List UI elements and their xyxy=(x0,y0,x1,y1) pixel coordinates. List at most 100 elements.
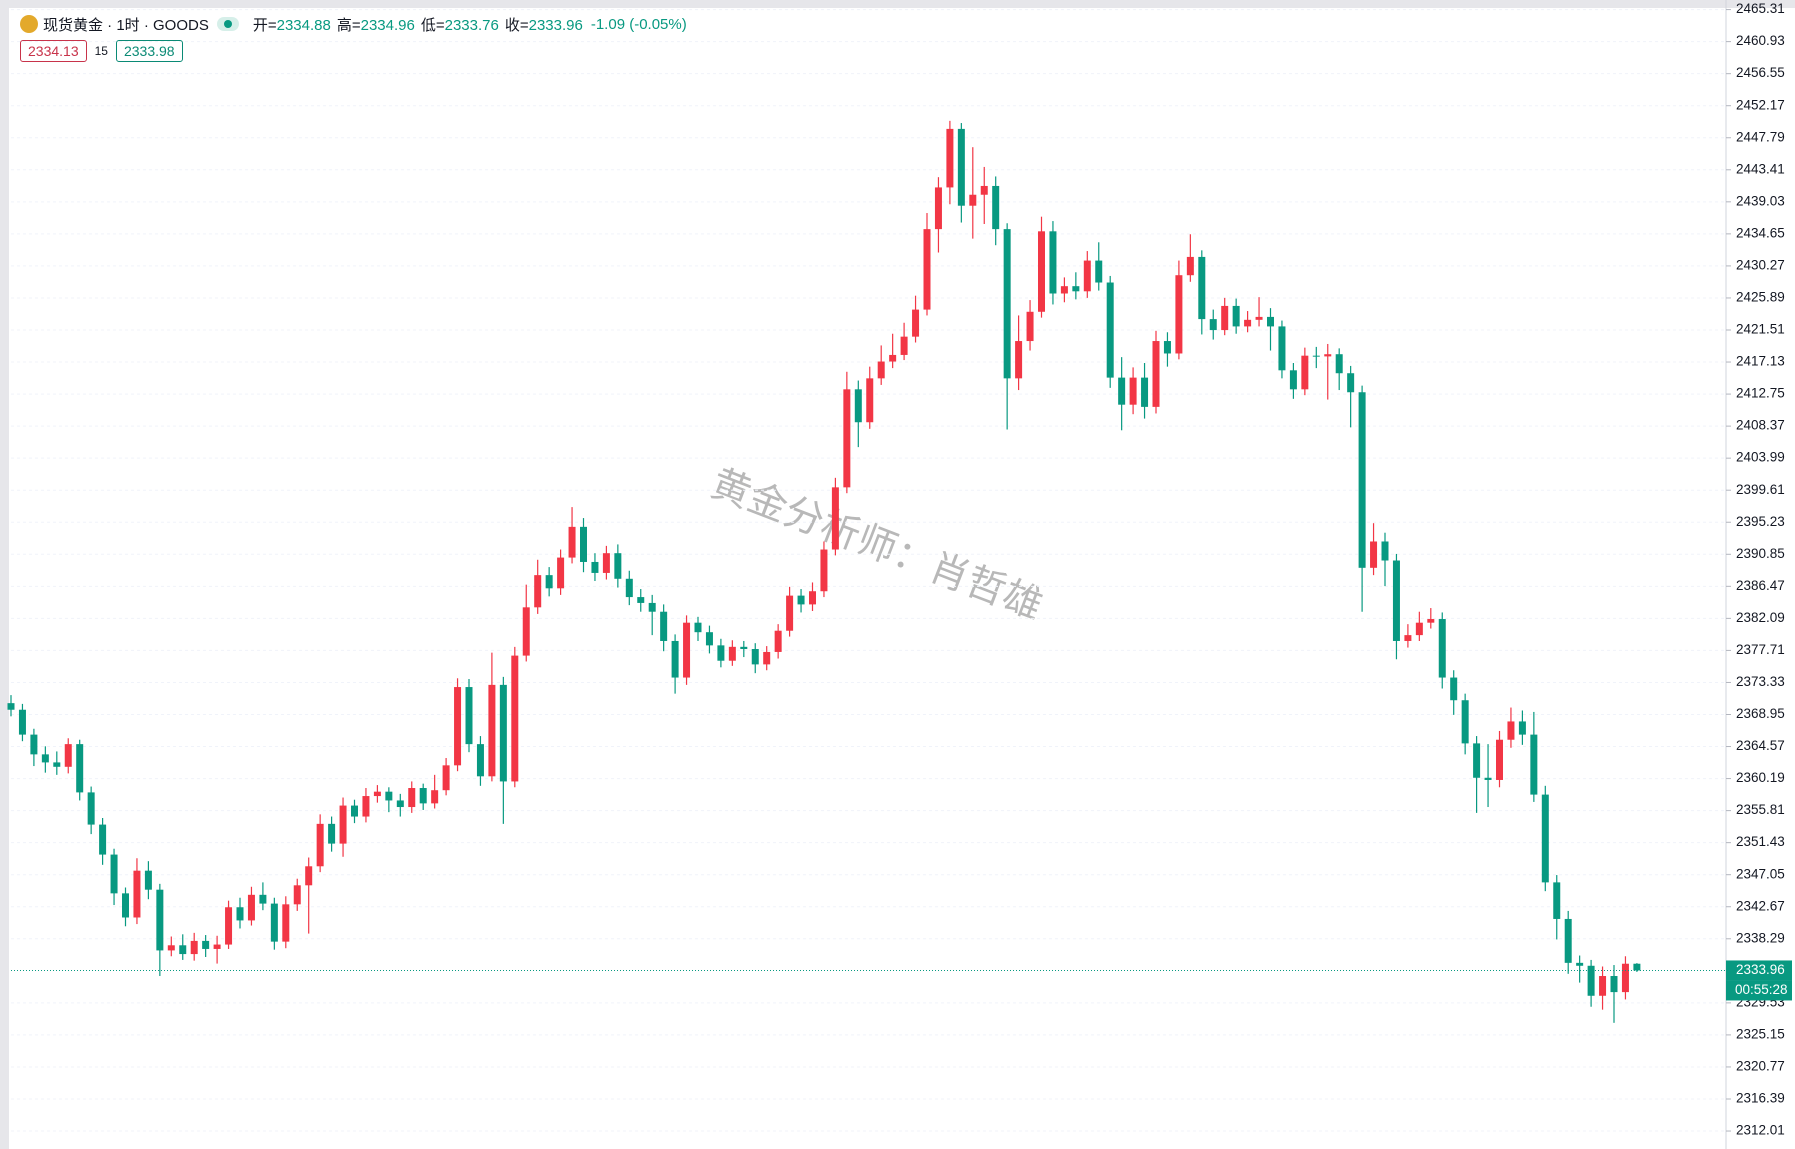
candle-body xyxy=(259,894,267,904)
candle-body xyxy=(1289,370,1297,390)
y-tick-label: 2364.57 xyxy=(1736,738,1785,753)
candle-body xyxy=(76,744,84,793)
candle-body xyxy=(316,823,324,867)
candle-body xyxy=(488,684,496,777)
candle-body xyxy=(7,703,15,710)
left-strip xyxy=(0,0,9,1149)
y-tick-label: 2342.67 xyxy=(1736,898,1785,913)
candle-body xyxy=(64,744,72,767)
candle-body xyxy=(1507,721,1515,740)
y-tick-label: 2395.23 xyxy=(1736,514,1785,529)
candle-body xyxy=(1129,377,1137,405)
candle-body xyxy=(202,940,210,949)
candle-body xyxy=(900,336,908,355)
candle-body xyxy=(1026,311,1034,342)
candle-body xyxy=(774,630,782,652)
candle-body xyxy=(1530,734,1538,795)
candle-body xyxy=(1072,286,1080,292)
candles xyxy=(7,120,1641,1023)
candle-body xyxy=(270,903,278,942)
candle-body xyxy=(144,870,152,890)
y-tick-label: 2351.43 xyxy=(1736,834,1785,849)
candle-body xyxy=(99,824,107,855)
candle-body xyxy=(362,796,370,817)
candle-body xyxy=(1060,286,1068,294)
candle-body xyxy=(877,361,885,379)
candle-body xyxy=(923,229,931,310)
candle-body xyxy=(385,791,393,801)
y-tick-label: 2460.93 xyxy=(1736,33,1785,48)
y-tick-label: 2417.13 xyxy=(1736,354,1785,369)
candle-body xyxy=(339,805,347,844)
watermark: 黄金分析师：肖哲雄 xyxy=(705,462,1048,628)
grid xyxy=(11,9,1726,1132)
candle-body xyxy=(1438,619,1446,678)
candle-body xyxy=(1015,341,1023,379)
candle-body xyxy=(1381,541,1389,561)
candle-body xyxy=(889,354,897,362)
candle-body xyxy=(511,655,519,782)
candle-body xyxy=(671,640,679,678)
candle-body xyxy=(351,805,358,817)
y-tick-label: 2439.03 xyxy=(1736,193,1785,208)
candle-body xyxy=(1496,739,1503,780)
candle-body xyxy=(190,940,198,955)
candle-body xyxy=(1358,392,1366,568)
candle-body xyxy=(843,389,851,488)
legend-key: 高= xyxy=(336,16,361,34)
candle-body xyxy=(1095,260,1103,283)
candle-body xyxy=(1301,355,1309,390)
candle-body xyxy=(648,602,656,612)
candle-body xyxy=(1576,962,1584,966)
candle-body xyxy=(969,194,977,206)
candle-body xyxy=(1587,965,1595,996)
y-tick-label: 2325.15 xyxy=(1736,1026,1785,1041)
buy-price[interactable]: 2333.98 xyxy=(115,40,183,62)
candle-body xyxy=(660,611,668,641)
candle-body xyxy=(946,128,954,188)
y-tick-label: 2316.39 xyxy=(1736,1091,1785,1106)
legend-key: 低= xyxy=(420,16,445,34)
spread: 15 xyxy=(94,44,108,58)
candle-body xyxy=(1106,282,1114,378)
countdown-box xyxy=(1726,980,1792,1001)
candle-body xyxy=(1232,305,1240,327)
candle-body xyxy=(1553,882,1561,919)
candle-body xyxy=(740,646,748,650)
candle-body xyxy=(1255,316,1263,320)
y-tick-label: 2412.75 xyxy=(1736,386,1785,401)
y-tick-label: 2430.27 xyxy=(1736,257,1785,272)
candle-body xyxy=(1186,256,1194,276)
y-tick-label: 2347.05 xyxy=(1736,866,1785,881)
y-tick-label: 2390.85 xyxy=(1736,546,1785,561)
legend-value: 2334.96 xyxy=(360,16,415,34)
candle-body xyxy=(614,553,622,579)
candle-body xyxy=(854,389,862,423)
y-tick-label: 2377.71 xyxy=(1736,642,1785,657)
sell-price[interactable]: 2334.13 xyxy=(20,40,87,62)
candle-body xyxy=(1244,319,1252,327)
candle-body xyxy=(1049,231,1057,294)
candle-body xyxy=(992,185,1000,230)
y-tick-label: 2355.81 xyxy=(1736,802,1785,817)
candle-body xyxy=(1312,355,1320,357)
candle-body xyxy=(373,791,381,797)
y-tick-label: 2452.17 xyxy=(1736,97,1785,112)
y-tick-label: 2403.99 xyxy=(1736,450,1785,465)
candle-body xyxy=(1392,560,1400,641)
candle-body xyxy=(1209,319,1217,331)
candle-body xyxy=(431,790,439,804)
candle-body xyxy=(1370,541,1378,568)
y-tick-label: 2386.47 xyxy=(1736,578,1785,593)
candle-body xyxy=(1473,743,1481,778)
candle-body xyxy=(957,128,965,206)
candle-body xyxy=(465,687,473,745)
candle-body xyxy=(1518,721,1526,735)
candle-body xyxy=(1221,305,1229,331)
y-tick-label: 2382.09 xyxy=(1736,610,1785,625)
candle-body xyxy=(1633,963,1641,971)
y-tick-label: 2456.55 xyxy=(1736,65,1785,80)
change: -1.09 (-0.05%) xyxy=(590,15,687,33)
candle-body xyxy=(534,575,542,608)
